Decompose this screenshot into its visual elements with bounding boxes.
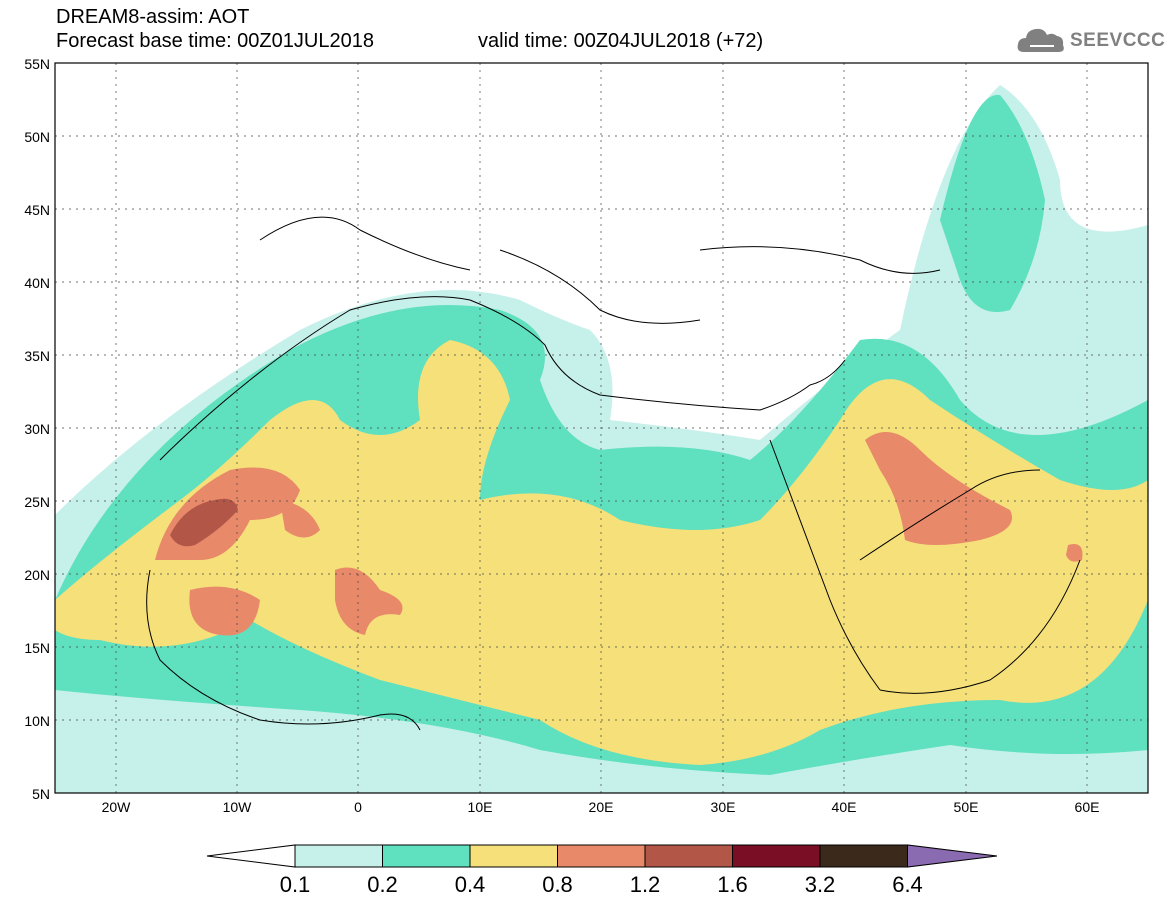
lat-label: 25N [24, 494, 50, 510]
aot-band-0.8b [189, 586, 260, 636]
colorbar-bin [644, 844, 733, 868]
aot-band-1.2 [170, 498, 238, 547]
colorbar-label: 3.2 [805, 872, 836, 897]
colorbar-bin [557, 844, 646, 868]
aot-band-0.8c [335, 567, 403, 635]
graticule [55, 63, 1148, 793]
lon-label: 40E [832, 799, 857, 815]
colorbar-label: 0.4 [455, 872, 486, 897]
lat-label: 5N [32, 786, 50, 802]
colorbar-under [206, 844, 296, 868]
colorbar-label: 0.2 [367, 872, 398, 897]
lat-label: 40N [24, 275, 50, 291]
lon-label: 10E [468, 799, 493, 815]
forecast-base-time: Forecast base time: 00Z01JUL2018 [56, 30, 374, 52]
cloud-icon [1017, 28, 1064, 52]
valid-time: valid time: 00Z04JUL2018 (+72) [478, 30, 764, 52]
colorbar-bin [732, 844, 821, 868]
lon-label: 0 [354, 799, 362, 815]
lat-label: 55N [24, 56, 50, 72]
lon-label: 50E [954, 799, 979, 815]
lat-label: 30N [24, 421, 50, 437]
lat-label: 45N [24, 202, 50, 218]
map-frame [54, 62, 1149, 794]
colorbar: 0.1 0.2 0.4 0.8 1.2 1.6 3.2 6.4 [206, 844, 998, 897]
lat-label: 50N [24, 129, 50, 145]
coastlines [146, 216, 1081, 731]
lat-label: 20N [24, 567, 50, 583]
colorbar-bin [382, 844, 471, 868]
lon-label: 20E [589, 799, 614, 815]
colorbar-label: 0.1 [280, 872, 311, 897]
seevccc-logo: SEEVCCC [1016, 24, 1165, 56]
lon-labels: 20W 10W 0 10E 20E 30E 40E 50E 60E [102, 799, 1100, 815]
map-title: DREAM8-assim: AOT [56, 6, 250, 28]
lon-label: 20W [102, 799, 132, 815]
lon-label: 10W [223, 799, 253, 815]
aot-band-0.1b [920, 300, 1148, 450]
colorbar-bin [294, 844, 383, 868]
colorbar-label: 0.8 [542, 872, 573, 897]
aot-band-0.8e [280, 500, 320, 538]
colorbar-bin [819, 844, 908, 868]
lat-label: 35N [24, 348, 50, 364]
lon-label: 60E [1075, 799, 1100, 815]
logo-text: SEEVCCC [1070, 30, 1165, 51]
aot-contours [55, 85, 1148, 793]
aot-band-0.8f [1066, 544, 1083, 562]
lat-label: 10N [24, 713, 50, 729]
lat-labels: 55N 50N 45N 40N 35N 30N 25N 20N 15N 10N … [24, 56, 50, 802]
lat-label: 15N [24, 640, 50, 656]
colorbar-label: 1.2 [630, 872, 661, 897]
aot-band-0.2b [940, 94, 1045, 312]
colorbar-over [907, 844, 998, 868]
aot-band-0.8d [865, 432, 1012, 545]
colorbar-label: 1.6 [717, 872, 748, 897]
colorbar-bin [469, 844, 558, 868]
lon-label: 30E [711, 799, 736, 815]
colorbar-label: 6.4 [892, 872, 923, 897]
